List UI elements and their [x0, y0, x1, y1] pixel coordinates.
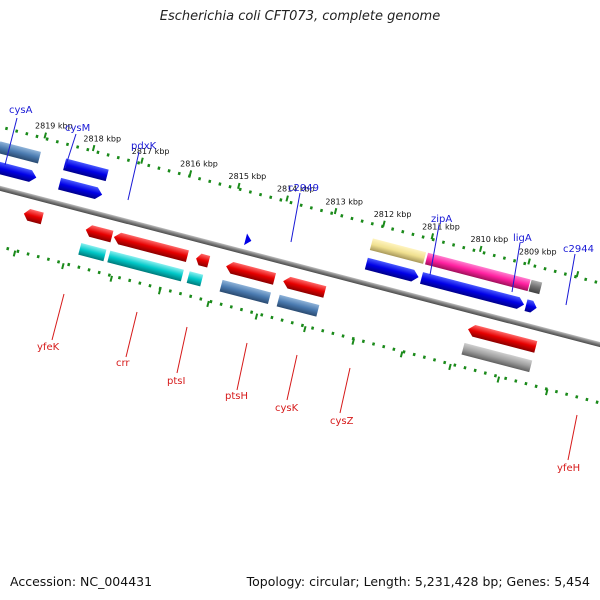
gene-yfeH-arrow[interactable]	[467, 323, 538, 353]
scale-labels: 2819 kbp 2818 kbp 2817 kbp 2816 kbp 2815…	[35, 122, 557, 257]
gene-label-cysK[interactable]: cysK	[275, 403, 299, 414]
gene-c2949-arrow[interactable]	[244, 233, 253, 247]
gene-zipA-block[interactable]	[369, 238, 427, 264]
leader-lines-forward	[4, 117, 576, 306]
map-body: 2819 kbp 2818 kbp 2817 kbp 2816 kbp 2815…	[0, 118, 600, 426]
gene-pdxK-block[interactable]	[63, 158, 109, 182]
scale-label: 2809 kbp	[519, 248, 557, 257]
genome-backbone	[0, 170, 600, 372]
gene-zipA-arrow[interactable]	[364, 257, 420, 283]
scale-label: 2815 kbp	[229, 172, 267, 181]
gene-cysK-arrow[interactable]	[225, 260, 277, 285]
gene-yfeK-arrow[interactable]	[22, 208, 44, 225]
upper-scale-ticks	[43, 132, 580, 278]
upper-scale-line	[0, 118, 600, 314]
gene-label-yfeH[interactable]: yfeH	[557, 463, 580, 474]
leader-lines-reverse	[51, 293, 578, 461]
scale-label: 2814 kbp	[277, 185, 315, 194]
gene-cysK-block[interactable]	[219, 279, 271, 305]
gene-ptsI-block[interactable]	[107, 250, 184, 282]
gene-c2944-arrow[interactable]	[524, 299, 538, 313]
reverse-gene-labels: yfeK crr ptsI ptsH cysK cysZ yfeH	[37, 342, 580, 474]
gene-label-c2944[interactable]: c2944	[563, 244, 594, 255]
gene-label-c2949[interactable]: c2949	[288, 183, 319, 194]
gene-c2944-block[interactable]	[528, 279, 543, 295]
gene-label-ptsI[interactable]: ptsI	[167, 376, 185, 387]
forward-strand-track	[0, 141, 543, 313]
map-title: Escherichia coli CFT073, complete genome	[159, 9, 441, 24]
accession-text: Accession: NC_004431	[10, 574, 153, 589]
gene-crr-arrow[interactable]	[84, 224, 114, 243]
gene-cysZ-arrow[interactable]	[282, 275, 327, 298]
gene-cysM-block[interactable]	[0, 141, 41, 164]
lower-scale-line	[0, 231, 600, 426]
gene-cysM-arrow[interactable]	[0, 161, 38, 183]
gene-ligA-arrow[interactable]	[419, 272, 526, 310]
gene-ptsI-arrow[interactable]	[112, 231, 189, 263]
gene-label-zipA[interactable]: zipA	[431, 214, 452, 225]
gene-label-yfeK[interactable]: yfeK	[37, 342, 60, 353]
gene-label-ptsH[interactable]: ptsH	[225, 391, 248, 402]
gene-label-cysZ[interactable]: cysZ	[330, 416, 354, 427]
gene-ptsH-arrow[interactable]	[195, 253, 211, 268]
reverse-strand-track	[22, 208, 538, 373]
scale-label: 2819 kbp	[35, 122, 73, 131]
forward-gene-labels: cysA cysM pdxK c2949 zipA ligA c2944	[9, 105, 594, 255]
genome-summary-text: Topology: circular; Length: 5,231,428 bp…	[246, 574, 590, 589]
lower-scale-ticks	[12, 250, 549, 396]
scale-label: 2816 kbp	[180, 160, 218, 169]
gene-pdxK-arrow[interactable]	[58, 177, 104, 201]
scale-label: 2813 kbp	[325, 197, 363, 206]
gene-label-cysM[interactable]: cysM	[65, 123, 90, 134]
gene-label-ligA[interactable]: ligA	[513, 233, 532, 244]
scale-label: 2818 kbp	[83, 134, 121, 143]
gene-cysZ-block[interactable]	[276, 294, 320, 317]
scale-label: 2810 kbp	[470, 235, 508, 244]
gene-ligA-block[interactable]	[425, 252, 531, 292]
gene-label-cysA[interactable]: cysA	[9, 105, 33, 116]
scale-label: 2811 kbp	[422, 223, 460, 232]
gene-ptsH-block[interactable]	[186, 271, 204, 287]
gene-yfeH-block[interactable]	[461, 342, 533, 373]
gene-crr-block[interactable]	[78, 243, 107, 262]
scale-label: 2812 kbp	[374, 210, 412, 219]
gene-label-crr[interactable]: crr	[116, 358, 130, 369]
scale-label: 2817 kbp	[132, 147, 170, 156]
gene-label-pdxK[interactable]: pdxK	[131, 141, 157, 152]
